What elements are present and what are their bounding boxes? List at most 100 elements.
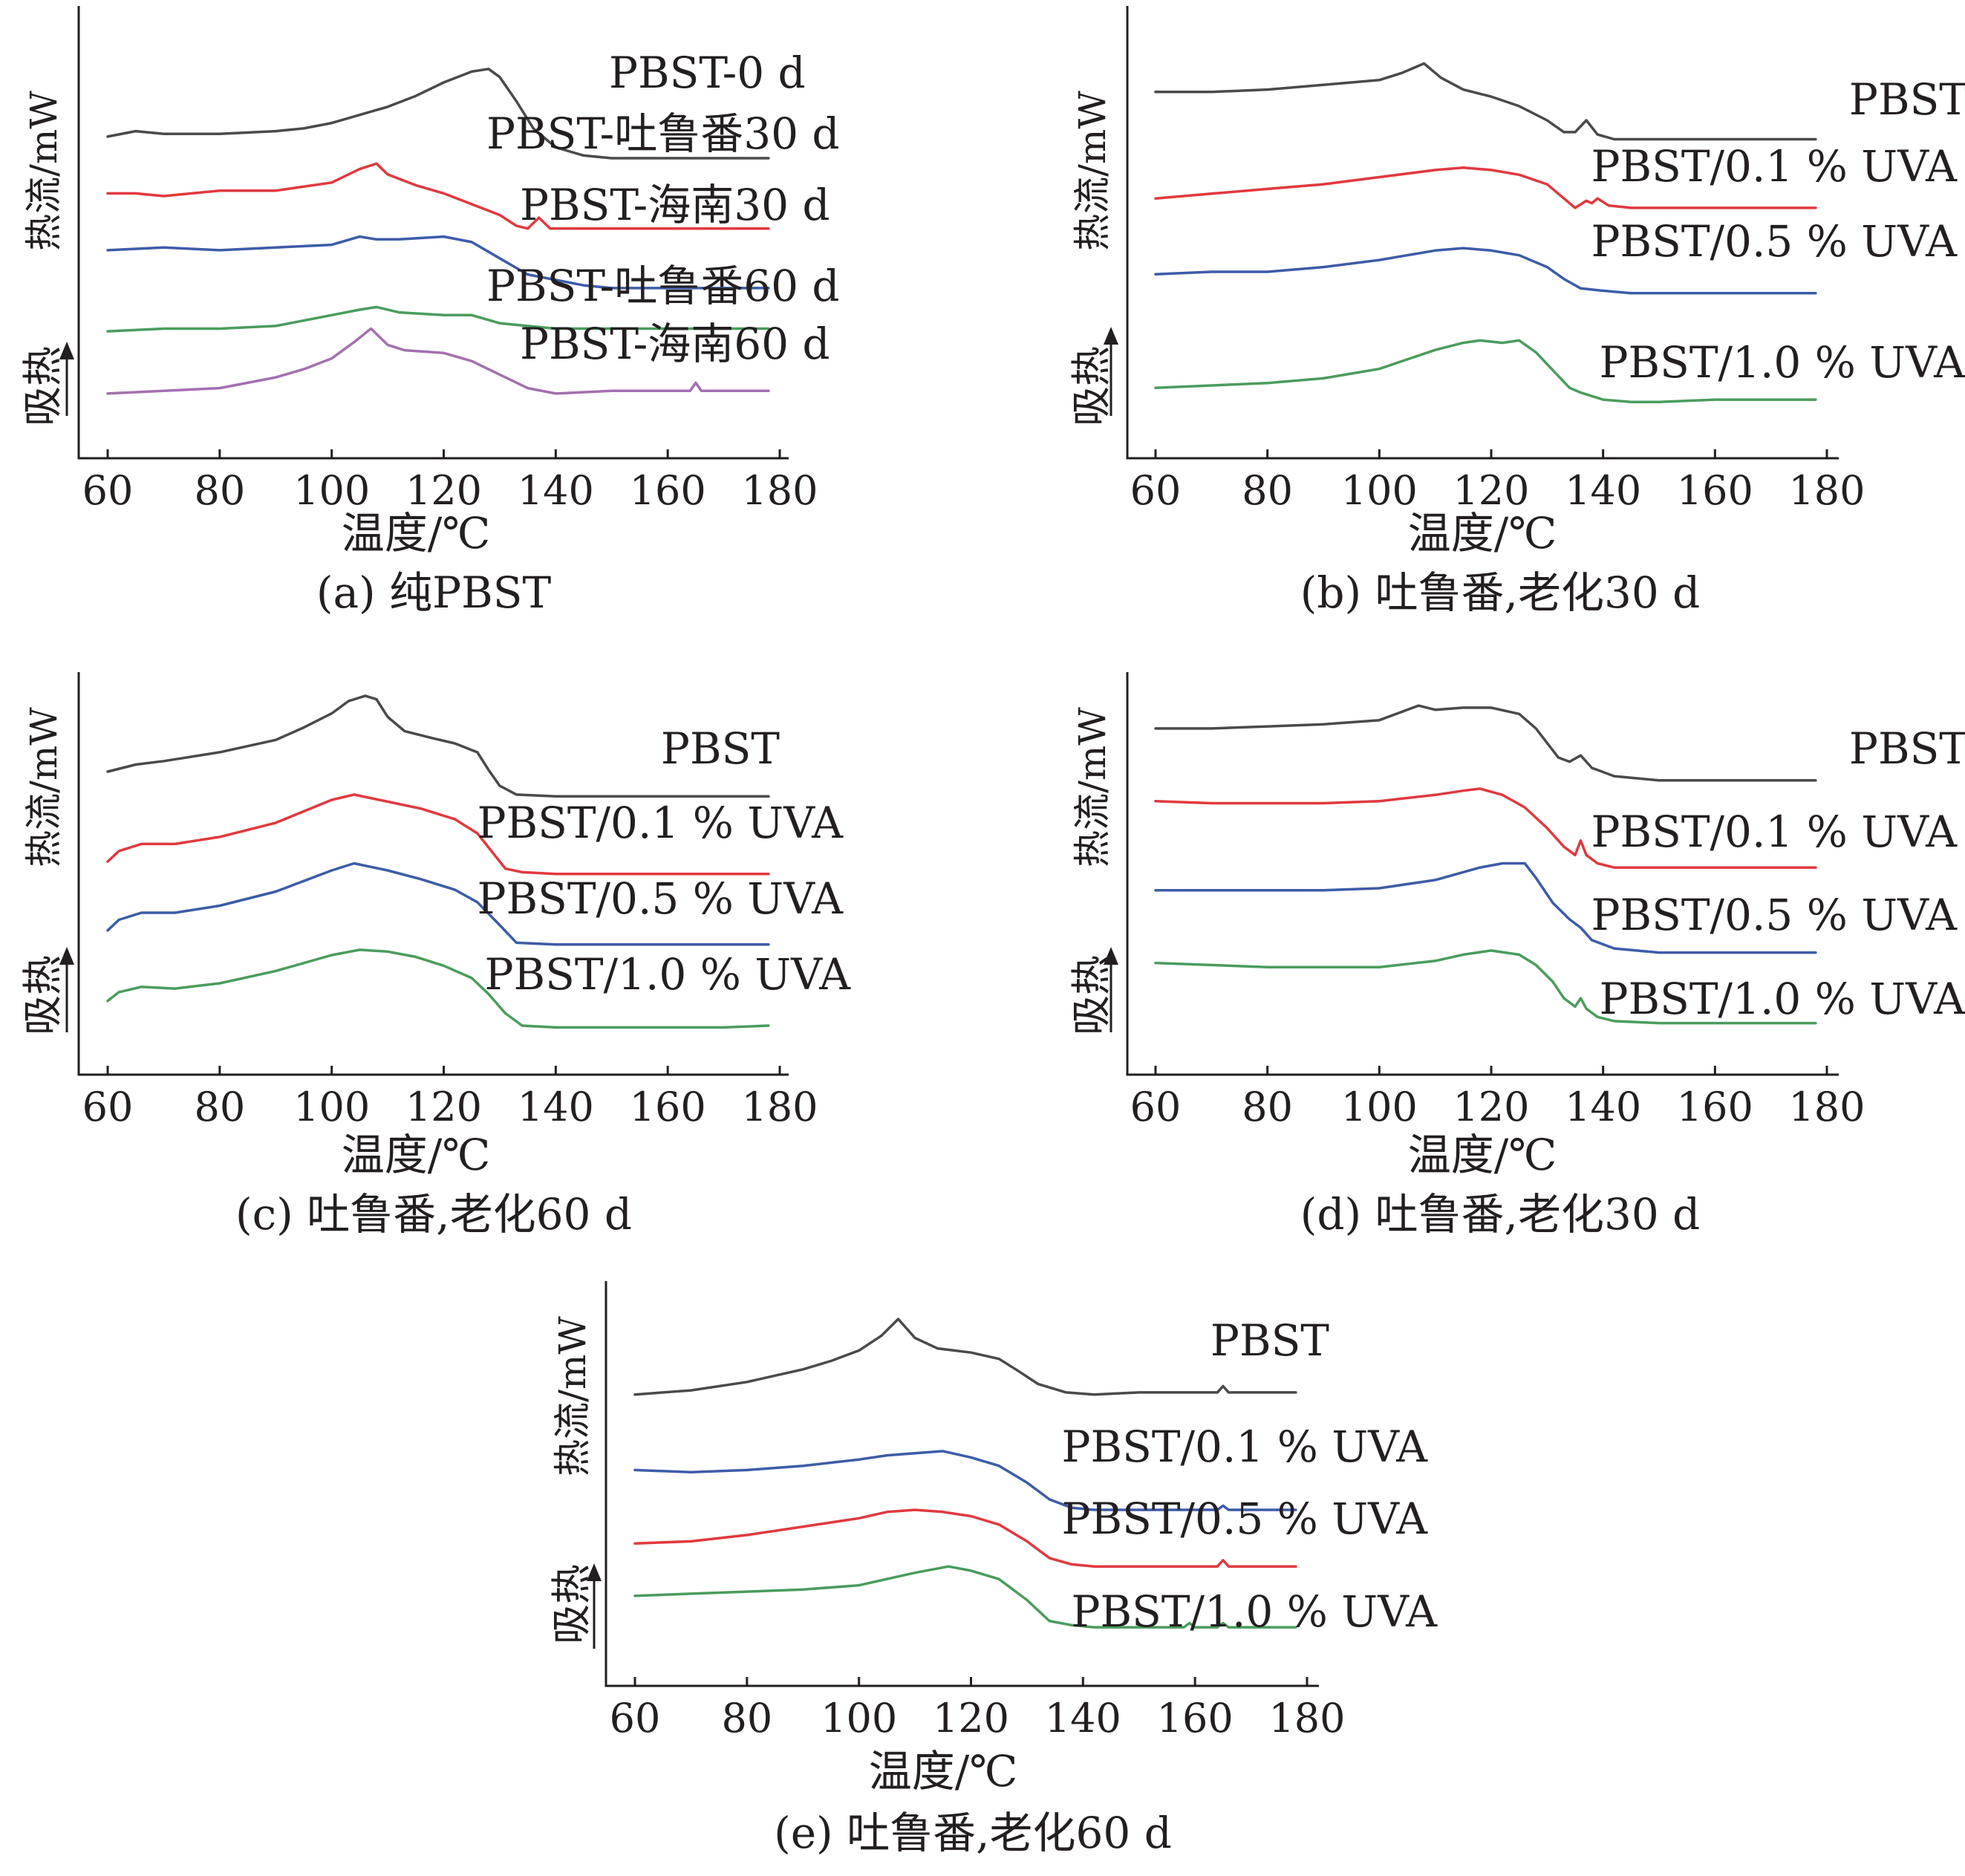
y-axis-title: 热流/mW [1071,91,1114,251]
series-line [1154,704,1817,782]
series-line [106,327,770,395]
y-axis-title: 热流/mW [1071,707,1114,867]
y-axis-title: 热流/mW [22,707,65,867]
x-tick-label: 100 [293,1084,370,1130]
series-line [633,1508,1297,1568]
series-label: PBST [661,723,780,774]
x-tick-label: 180 [1788,1084,1865,1130]
x-tick-label: 140 [1565,1084,1641,1130]
series-label: PBST-吐鲁番60 d [486,261,840,311]
x-tick-label: 180 [1268,1695,1345,1742]
series-label: PBST-海南30 d [520,180,830,230]
x-axis-title: 温度/℃ [342,1130,490,1180]
endothermic-label: 吸热 [1068,955,1115,1035]
panel-a: 60 80 100 120 140 160 180 温度/℃ 热流/mW 吸热 PBST-0 d PB… [19,6,840,618]
x-tick-label: 100 [293,467,370,514]
x-tick-label: 60 [82,1084,134,1130]
x-axis-title: 温度/℃ [1408,1130,1557,1180]
x-axis-title: 温度/℃ [869,1746,1017,1797]
axis-frame [1126,6,1839,460]
series-line [1154,339,1817,404]
endothermic-label: 吸热 [19,955,66,1035]
panel-caption: (a) 纯PBST [316,567,552,618]
panel-caption: (e) 吐鲁番,老化60 d [774,1808,1172,1858]
x-tick-label: 120 [933,1695,1009,1742]
series-line [1154,949,1817,1025]
x-tick-label: 120 [405,1084,482,1130]
series-label: PBST [1849,74,1965,125]
x-tick-label: 180 [741,467,818,514]
x-tick-label: 160 [1157,1695,1234,1742]
series-line [1154,62,1817,141]
x-tick-label: 60 [1130,1084,1182,1130]
x-tick-label: 60 [1130,467,1182,514]
series-label: PBST [1849,723,1965,774]
x-tick-label: 160 [1677,467,1753,514]
series-line [1154,862,1817,954]
series-label: PBST [1210,1315,1329,1366]
x-tick-label: 80 [1242,1084,1293,1130]
x-tick-label: 140 [1045,1695,1121,1742]
series-label: PBST/1.0 % UVA [1599,337,1965,388]
x-tick-label: 120 [1453,467,1529,514]
series-label: PBST/0.5 % UVA [477,873,844,924]
x-axis-title: 温度/℃ [1408,508,1557,558]
x-tick-label: 80 [1242,467,1293,514]
y-axis-title: 热流/mW [22,91,65,251]
series-line [106,793,770,876]
x-tick-label: 160 [630,1084,706,1130]
series-label: PBST/0.5 % UVA [1591,890,1958,940]
panel-c: 60 80 100 120 140 160 180 温度/℃ 热流/mW 吸热 PBST PBST/0… [19,672,851,1240]
axis-frame [77,672,789,1076]
x-tick-label: 180 [1788,467,1865,514]
x-tick-label: 60 [82,467,134,514]
x-tick-label: 160 [630,467,706,514]
panel-caption: (d) 吐鲁番,老化30 d [1300,1189,1701,1240]
series-label: PBST-0 d [609,48,806,98]
endothermic-arrow-icon [587,1563,602,1581]
x-tick-label: 140 [518,1084,594,1130]
x-tick-label: 120 [405,467,482,514]
axis-frame [77,6,789,460]
endothermic-arrow-icon [59,947,74,965]
series-line [106,305,770,333]
series-line [1154,166,1817,209]
axis-frame [605,1281,1319,1687]
series-line [633,1318,1297,1396]
panel-caption: (b) 吐鲁番,老化30 d [1300,567,1701,618]
series-line [106,235,770,290]
endothermic-arrow-icon [1104,947,1118,965]
axis-frame [1126,672,1839,1076]
x-tick-label: 160 [1677,1084,1753,1130]
series-line [633,1565,1297,1629]
x-tick-label: 100 [821,1695,897,1742]
series-label: PBST/0.1 % UVA [477,798,844,848]
y-axis-title: 热流/mW [551,1316,594,1476]
x-tick-label: 80 [721,1695,772,1742]
series-label: PBST-海南60 d [520,319,830,369]
series-line [1154,247,1817,295]
series-line [106,68,770,160]
series-line [1154,787,1817,869]
panel-e: 60 80 100 120 140 160 180 温度/℃ 热流/mW 吸热 PBST PBST/0… [548,1281,1438,1858]
panel-caption: (c) 吐鲁番,老化60 d [235,1189,632,1240]
endothermic-label: 吸热 [548,1564,595,1644]
x-tick-label: 140 [518,467,594,514]
x-tick-label: 100 [1341,467,1418,514]
endothermic-label: 吸热 [1068,346,1115,426]
series-line [106,862,770,946]
endothermic-arrow-icon [59,342,74,359]
series-label: PBST/1.0 % UVA [1071,1586,1438,1637]
panel-d: 60 80 100 120 140 160 180 温度/℃ 热流/mW 吸热 PBST PBST/0… [1068,672,1965,1240]
series-label: PBST/1.0 % UVA [1599,974,1965,1024]
x-tick-label: 80 [194,467,245,514]
series-label: PBST/0.1 % UVA [1591,807,1958,857]
x-tick-label: 100 [1341,1084,1418,1130]
series-label: PBST/0.5 % UVA [1591,216,1958,267]
series-line [106,162,770,230]
series-label: PBST/0.5 % UVA [1061,1494,1428,1544]
x-tick-label: 120 [1453,1084,1529,1130]
series-label: PBST/1.0 % UVA [484,949,851,1000]
series-label: PBST-吐鲁番30 d [486,108,840,159]
